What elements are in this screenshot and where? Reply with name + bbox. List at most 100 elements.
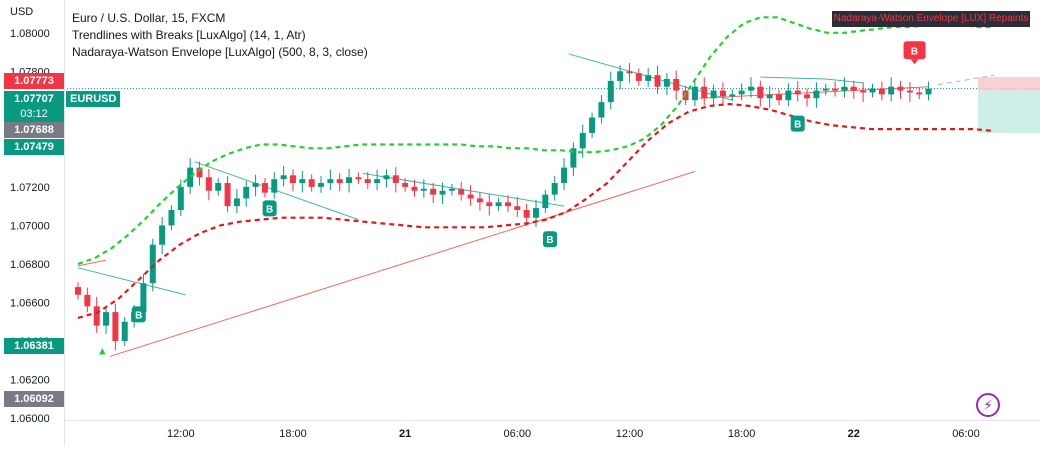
countdown-tag: 03:12 (4, 106, 64, 122)
candle-body (673, 78, 680, 91)
candle-body (654, 75, 661, 87)
upper-envelope-line (77, 16, 994, 265)
candle-body (691, 86, 698, 101)
candle-body (215, 183, 222, 191)
resistance-trendline (760, 76, 826, 80)
candle-body (878, 88, 885, 95)
break-marker-box (131, 306, 146, 323)
candle-body (822, 88, 829, 91)
candle-body (467, 194, 474, 199)
candle-body (308, 179, 315, 187)
x-tick-label: 12:00 (616, 428, 644, 440)
candle-body (364, 179, 371, 184)
x-tick-label: 06:00 (952, 428, 980, 440)
candle-body (607, 80, 614, 103)
candle-body (112, 312, 119, 342)
candle-body (318, 183, 325, 187)
candle-body (766, 94, 773, 99)
candle-body (159, 225, 166, 245)
x-tick-label: 22 (848, 428, 860, 440)
symbol-tag: EURUSD (66, 91, 121, 107)
candle-body (504, 202, 511, 207)
candle-body (93, 306, 100, 326)
candle-body (486, 202, 493, 207)
last-price-tag: 1.07707 (4, 91, 64, 107)
lower-envelope-line (77, 102, 995, 319)
break-marker-box (543, 231, 558, 248)
candle-body (187, 167, 194, 187)
candle-body (392, 175, 399, 184)
candle-body (420, 188, 427, 191)
candle-body (439, 190, 446, 195)
candle-body (121, 321, 128, 342)
sell-marker-box (903, 41, 926, 60)
candle-body (617, 71, 624, 81)
candle-body (635, 73, 642, 81)
candle-body (280, 175, 287, 180)
candle-body (383, 175, 390, 180)
candle-body (729, 94, 736, 97)
candle-body (860, 90, 867, 93)
candle-body (841, 86, 848, 91)
candle-body (869, 88, 876, 93)
candle-body (645, 75, 652, 81)
stop-zone-box (978, 77, 1040, 91)
lower-band-price-tag: 1.07479 (4, 139, 64, 155)
candle-body (794, 90, 801, 95)
candle-body (336, 179, 343, 184)
min-price-tag: 1.06092 (4, 391, 64, 407)
indicator-trendlines[interactable]: Trendlines with Breaks [LuxAlgo] (14, 1,… (72, 28, 306, 42)
y-tick-label: 1.06600 (10, 297, 50, 309)
candle-body (168, 210, 175, 226)
ma-price-tag: 1.07688 (4, 122, 64, 138)
candle-body (888, 86, 895, 95)
price-axis-divider (64, 0, 65, 446)
x-tick-label: 06:00 (504, 428, 532, 440)
candle-body (243, 186, 250, 199)
projection-line (937, 74, 995, 86)
y-tick-label: 1.06200 (10, 375, 50, 387)
resistance-trendline (77, 267, 186, 296)
target-zone-box (978, 90, 1040, 133)
early-trendline (77, 259, 107, 267)
candle-body (776, 94, 783, 101)
break-marker-label: B (266, 204, 273, 215)
candle-body (738, 90, 745, 95)
candle-body (75, 287, 81, 295)
candle-body (813, 90, 820, 99)
lightning-icon[interactable]: ⚡ (976, 393, 1000, 417)
candle-body (701, 86, 708, 99)
symbol-title[interactable]: Euro / U.S. Dollar, 15, FXCM (72, 11, 226, 25)
x-tick-label: 21 (399, 428, 411, 440)
candle-body (897, 86, 904, 91)
candle-body (355, 177, 362, 180)
candle-body (224, 183, 231, 207)
indicator-envelope[interactable]: Nadaraya-Watson Envelope [LuxAlgo] (500,… (72, 45, 368, 59)
break-marker-label: B (546, 235, 553, 246)
y-tick-label: 1.07200 (10, 182, 50, 194)
candle-body (374, 179, 381, 184)
candle-body (598, 102, 605, 118)
candle-body (495, 202, 502, 207)
candle-body (850, 86, 857, 91)
break-marker-box (262, 200, 277, 217)
candle-body (271, 179, 278, 193)
candle-body (411, 186, 418, 191)
y-tick-label: 1.07000 (10, 220, 50, 232)
buy-arrow-marker: ▲ (97, 346, 108, 358)
candle-body (177, 186, 184, 210)
candle-body (710, 90, 717, 99)
candle-body (252, 183, 259, 187)
candle-body (747, 86, 754, 91)
candle-body (233, 198, 240, 207)
candle-body (448, 188, 455, 191)
candle-body (916, 92, 923, 95)
break-marker-label: B (135, 310, 142, 321)
candle-body (402, 183, 409, 187)
candle-body (663, 78, 670, 87)
candle-body (196, 167, 203, 178)
repaint-warning-banner: Nadaraya-Watson Envelope [LUX] Repaints (832, 11, 1030, 27)
candle-body (523, 210, 530, 218)
